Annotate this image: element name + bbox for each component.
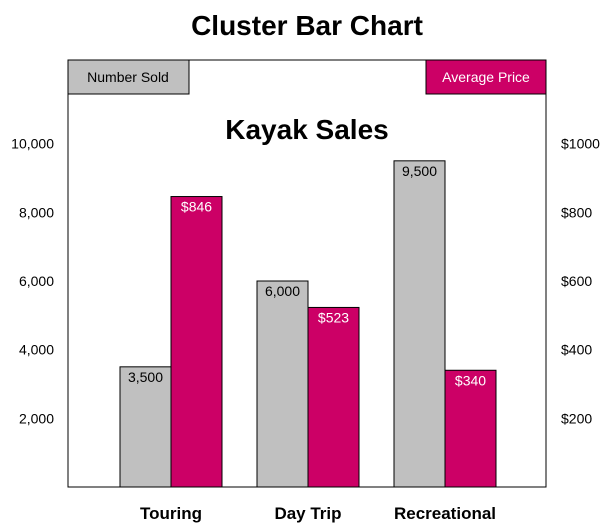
data-label-number-sold: 3,500	[128, 369, 163, 385]
legend-swatch-number-sold	[67, 59, 190, 95]
legend-number-sold: Number Sold	[67, 59, 190, 95]
bar-groups: 3,500 $846 6,000 $523 9,500 $340	[119, 160, 497, 488]
bar-average-price	[170, 196, 223, 488]
legend-average-price: Average Price	[425, 59, 547, 95]
data-label-number-sold: 9,500	[402, 163, 437, 179]
bar-number-sold	[393, 160, 446, 488]
category-label: Day Trip	[274, 504, 341, 523]
left-axis-tick-labels: 2,000 4,000 6,000 8,000 10,000	[11, 136, 54, 427]
data-label-number-sold: 6,000	[265, 283, 300, 299]
left-axis-tick-label: 6,000	[19, 273, 54, 289]
category-label: Recreational	[394, 504, 496, 523]
left-axis-tick-label: 4,000	[19, 342, 54, 358]
left-axis-tick-label: 10,000	[11, 136, 54, 152]
right-axis-tick-label: $200	[561, 410, 592, 426]
right-axis-tick-label: $1000	[561, 136, 600, 152]
data-label-average-price: $340	[455, 372, 486, 388]
legend-label-average-price: Average Price	[442, 69, 530, 85]
bar-average-price	[307, 306, 360, 488]
legend-label-number-sold: Number Sold	[87, 69, 169, 85]
right-axis-tick-labels: $200 $400 $600 $800 $1000	[561, 136, 600, 427]
left-axis-tick-label: 8,000	[19, 204, 54, 220]
right-axis-tick-label: $400	[561, 342, 592, 358]
category-labels: Touring Day Trip Recreational	[140, 504, 496, 523]
bar-number-sold	[119, 366, 172, 488]
right-axis-tick-label: $600	[561, 273, 592, 289]
left-axis-tick-label: 2,000	[19, 410, 54, 426]
category-label: Touring	[140, 504, 202, 523]
chart-title: Kayak Sales	[225, 114, 388, 145]
legend-swatch-average-price	[425, 59, 547, 95]
right-axis-tick-label: $800	[561, 204, 592, 220]
bar-number-sold	[256, 280, 309, 488]
data-label-average-price: $846	[181, 199, 212, 215]
bar-average-price	[444, 369, 497, 488]
data-label-average-price: $523	[318, 309, 349, 325]
page-title: Cluster Bar Chart	[191, 10, 423, 41]
